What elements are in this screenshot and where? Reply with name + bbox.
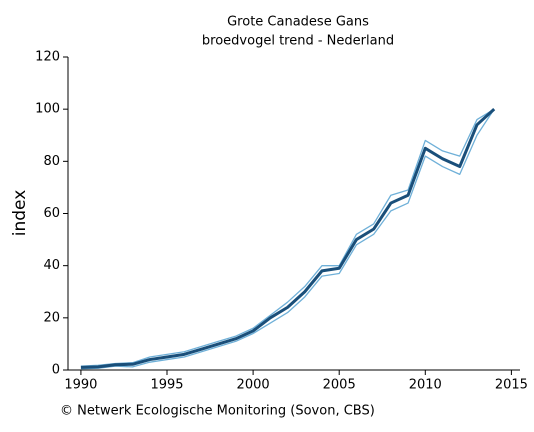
y-tick-label: 20 (43, 310, 60, 325)
chart-subtitle: broedvogel trend - Nederland (202, 34, 394, 49)
y-tick-label: 40 (43, 258, 60, 273)
x-tick-label: 2000 (237, 378, 270, 393)
x-tick-label: 2005 (323, 378, 356, 393)
y-tick-label: 120 (35, 50, 60, 65)
series-line (80, 108, 496, 369)
y-axis-label: index (10, 190, 30, 237)
x-tick-label: 1990 (64, 378, 97, 393)
footer: © Netwerk Ecologische Monitoring (Sovon,… (60, 404, 375, 419)
y-tick-label: 100 (35, 102, 60, 117)
series-line (80, 108, 495, 367)
y-tick-label: 80 (43, 154, 60, 169)
chart-title: Grote Canadese Gans (227, 15, 369, 30)
series-line (80, 108, 495, 370)
y-tick-label: 60 (43, 206, 60, 221)
x-tick-label: 1995 (150, 378, 183, 393)
x-tick-label: 2015 (495, 378, 528, 393)
x-tick-label: 2010 (409, 378, 442, 393)
y-tick-label: 0 (52, 363, 60, 378)
